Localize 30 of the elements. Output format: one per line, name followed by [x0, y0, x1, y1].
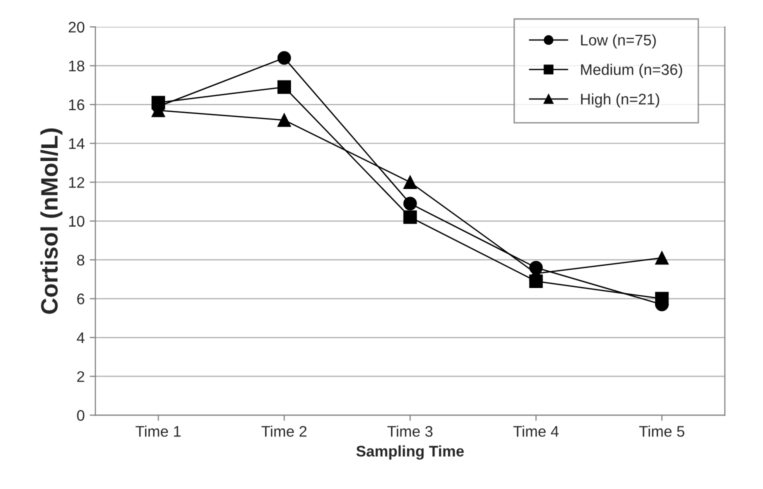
point — [403, 175, 417, 189]
x-tick-label: Time 1 — [136, 426, 181, 437]
y-tick-label: 14 — [69, 138, 85, 149]
point — [277, 51, 291, 65]
legend-label: Medium (n=36) — [581, 64, 682, 78]
point — [529, 274, 543, 288]
point — [277, 80, 291, 94]
legend-label: High (n=21) — [581, 93, 660, 108]
y-tick-label: 20 — [68, 22, 84, 33]
y-tick-label: 10 — [69, 216, 84, 227]
point — [403, 210, 417, 224]
point — [655, 251, 669, 265]
x-tick-label: Time 2 — [262, 426, 307, 437]
x-axis-title: Sampling Time — [356, 445, 464, 460]
x-tick-label: Time 3 — [387, 426, 432, 437]
x-tick-label: Time 5 — [639, 426, 684, 437]
y-tick-label: 2 — [77, 371, 84, 382]
y-axis-title: Cortisol (nMol/L) — [40, 128, 62, 314]
x-tick-label: Time 4 — [513, 426, 559, 437]
y-tick-label: 6 — [77, 294, 84, 304]
point — [529, 260, 543, 274]
y-tick-label: 8 — [77, 254, 84, 266]
legend-label: Low (n=75) — [581, 34, 656, 49]
y-tick-label: 4 — [76, 332, 85, 344]
y-tick-label: 12 — [69, 177, 84, 188]
y-tick-label: 0 — [77, 410, 84, 421]
y-tick-label: 18 — [69, 60, 84, 72]
point — [277, 113, 291, 127]
point — [403, 196, 417, 210]
y-tick-label: 16 — [69, 99, 84, 110]
